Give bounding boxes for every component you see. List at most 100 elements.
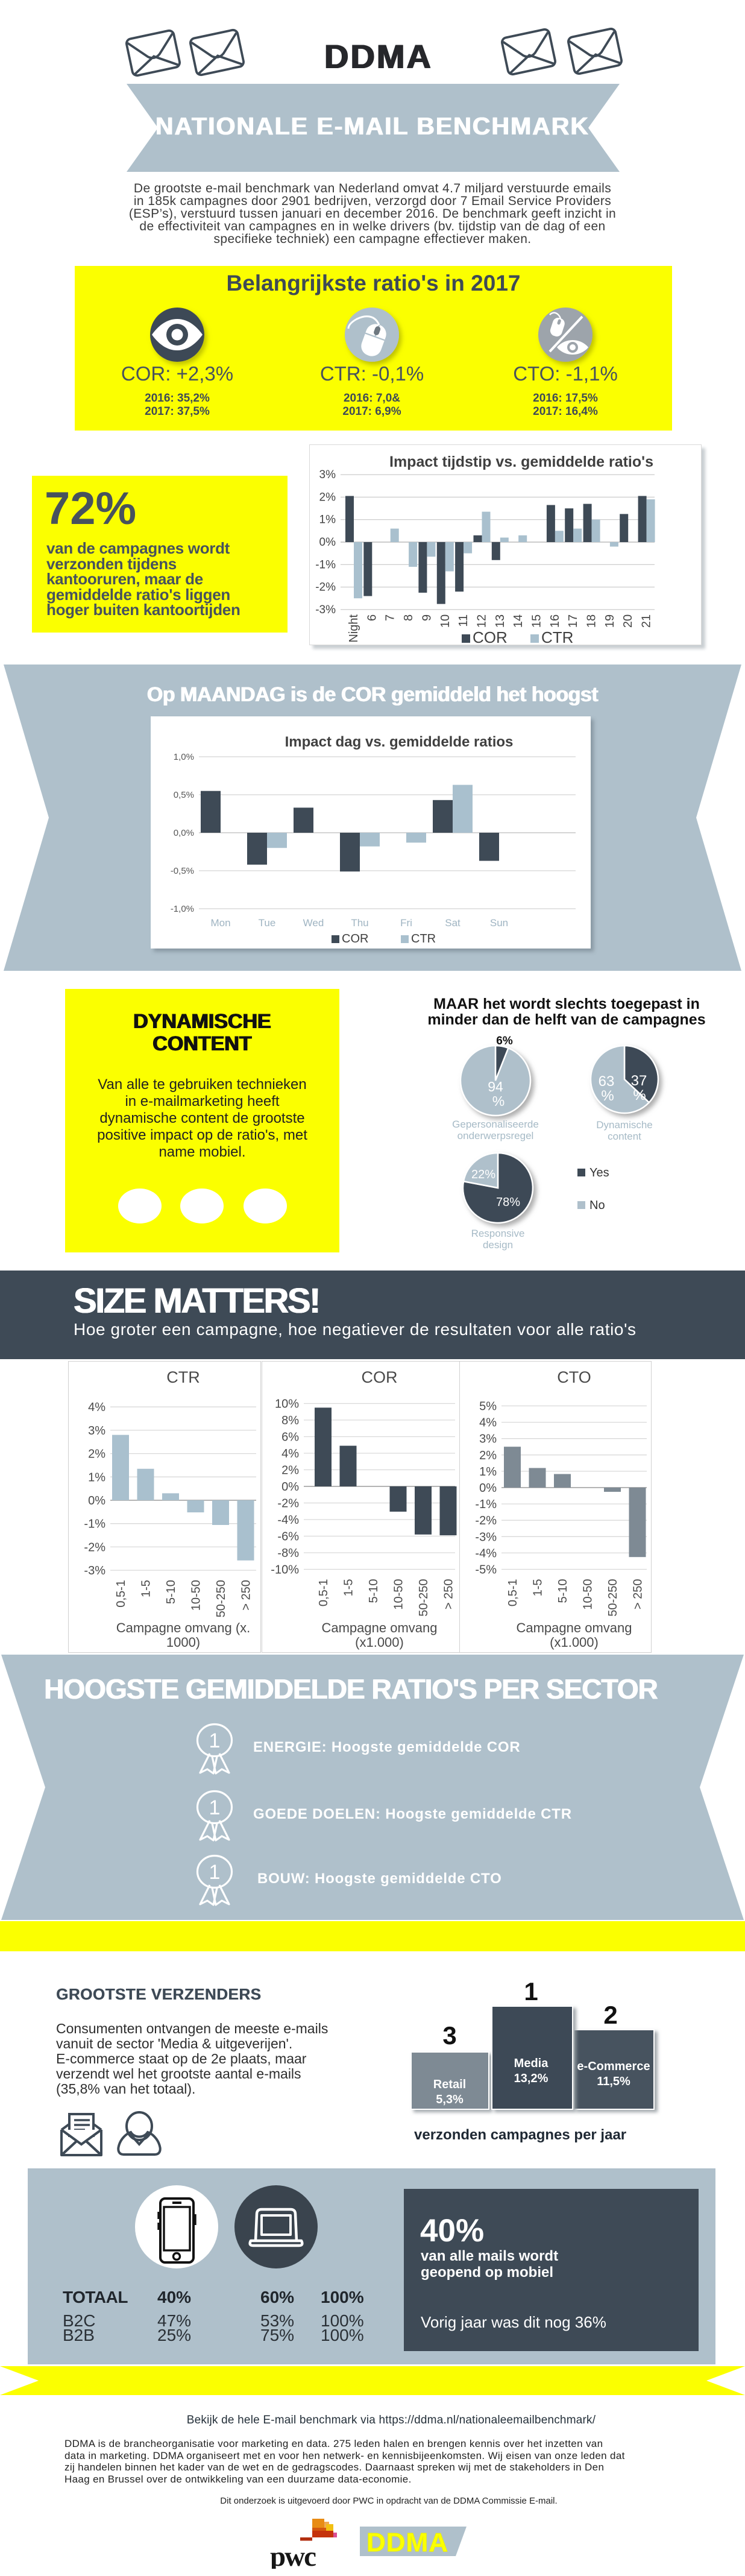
svg-text:-3%: -3% — [84, 1564, 105, 1577]
svg-text:5-10: 5-10 — [556, 1579, 570, 1603]
svg-text:1%: 1% — [88, 1471, 105, 1484]
svg-text:-2%: -2% — [315, 581, 336, 594]
svg-text:1%: 1% — [319, 514, 336, 526]
svg-text:12: 12 — [476, 614, 489, 628]
svg-text:-6%: -6% — [277, 1530, 299, 1544]
svg-text:Tue: Tue — [259, 917, 276, 929]
svg-text:0,5%: 0,5% — [174, 790, 194, 800]
svg-text:21: 21 — [640, 614, 653, 628]
svg-text:Impact dag vs. gemiddelde rati: Impact dag vs. gemiddelde ratios — [285, 734, 514, 750]
svg-text:6: 6 — [365, 614, 379, 621]
svg-text:15: 15 — [530, 614, 544, 628]
svg-text:13,2%: 13,2% — [514, 2072, 549, 2085]
svg-text:-3%: -3% — [475, 1530, 497, 1544]
svg-text:BOUW: Hoogste gemiddelde CTO: BOUW: Hoogste gemiddelde CTO — [257, 1870, 502, 1887]
svg-text:Gepersonaliseerde: Gepersonaliseerde — [452, 1119, 539, 1130]
svg-text:-4%: -4% — [475, 1547, 497, 1560]
svg-text:Mon: Mon — [210, 917, 230, 929]
svg-text:Campagne omvang: Campagne omvang — [516, 1620, 632, 1635]
svg-text:Thu: Thu — [351, 917, 368, 929]
svg-text:6%: 6% — [496, 1035, 513, 1047]
svg-text:pwc: pwc — [270, 2541, 316, 2569]
svg-text:4%: 4% — [88, 1401, 105, 1414]
svg-text:3: 3 — [442, 2021, 456, 2050]
svg-text:5-10: 5-10 — [367, 1579, 380, 1603]
svg-text:19: 19 — [603, 614, 617, 628]
svg-text:50-250: 50-250 — [606, 1579, 620, 1617]
svg-text:0,0%: 0,0% — [174, 828, 194, 838]
svg-text:Campagne omvang: Campagne omvang — [321, 1620, 437, 1635]
svg-text:18: 18 — [585, 614, 599, 628]
svg-text:%: % — [601, 1088, 614, 1104]
svg-text:5-10: 5-10 — [165, 1580, 178, 1604]
svg-text:Impact tijdstip vs. gemiddelde: Impact tijdstip vs. gemiddelde ratio's — [389, 453, 653, 470]
svg-text:63: 63 — [599, 1073, 615, 1090]
svg-text:> 250: > 250 — [442, 1579, 456, 1610]
svg-text:-1%: -1% — [315, 558, 336, 571]
svg-text:-3%: -3% — [315, 604, 336, 616]
svg-text:11: 11 — [457, 614, 470, 627]
svg-text:-0,5%: -0,5% — [171, 866, 194, 876]
svg-text:20: 20 — [621, 614, 635, 628]
svg-text:1000): 1000) — [166, 1635, 200, 1650]
svg-text:1: 1 — [524, 1977, 538, 2006]
svg-text:3%: 3% — [88, 1424, 105, 1438]
svg-text:2: 2 — [603, 2001, 617, 2029]
svg-text:0%: 0% — [88, 1494, 105, 1507]
svg-text:design: design — [483, 1239, 513, 1251]
svg-text:-8%: -8% — [277, 1547, 299, 1560]
svg-text:10%: 10% — [275, 1398, 299, 1411]
svg-text:(x1.000): (x1.000) — [355, 1635, 404, 1650]
svg-text:-1%: -1% — [84, 1518, 105, 1531]
svg-text:1: 1 — [209, 1796, 221, 1819]
svg-text:Retail: Retail — [433, 2078, 466, 2091]
svg-text:17: 17 — [567, 614, 580, 628]
svg-text:14: 14 — [512, 614, 525, 628]
svg-text:verzonden campagnes per jaar: verzonden campagnes per jaar — [414, 2127, 626, 2143]
svg-text:11,5%: 11,5% — [597, 2075, 630, 2088]
svg-text:2%: 2% — [88, 1448, 105, 1461]
svg-text:Fri: Fri — [400, 917, 412, 929]
svg-text:-5%: -5% — [475, 1564, 497, 1577]
svg-text:1: 1 — [209, 1729, 221, 1752]
svg-text:4%: 4% — [281, 1447, 299, 1460]
svg-text:DDMA: DDMA — [366, 2528, 448, 2557]
svg-text:-1%: -1% — [475, 1498, 497, 1511]
svg-text:0%: 0% — [281, 1480, 299, 1494]
svg-text:Wed: Wed — [303, 917, 324, 929]
svg-text:> 250: > 250 — [240, 1580, 253, 1611]
svg-text:0%: 0% — [319, 536, 336, 549]
svg-text:2%: 2% — [319, 491, 336, 504]
svg-text:2%: 2% — [479, 1449, 497, 1462]
svg-text:22%: 22% — [471, 1168, 495, 1181]
svg-text:Responsive: Responsive — [471, 1228, 525, 1239]
svg-text:50-250: 50-250 — [215, 1580, 228, 1617]
svg-text:7: 7 — [384, 614, 397, 621]
svg-text:-2%: -2% — [277, 1497, 299, 1511]
svg-text:10-50: 10-50 — [190, 1580, 203, 1611]
svg-text:No: No — [589, 1199, 605, 1212]
svg-text:3%: 3% — [319, 469, 336, 481]
svg-text:-10%: -10% — [271, 1564, 299, 1577]
svg-text:-2%: -2% — [475, 1514, 497, 1527]
svg-text:> 250: > 250 — [632, 1579, 645, 1610]
svg-text:2%: 2% — [281, 1464, 299, 1477]
svg-text:Night: Night — [347, 614, 360, 642]
svg-text:16: 16 — [549, 614, 562, 628]
svg-text:content: content — [608, 1131, 641, 1142]
svg-text:CTO: CTO — [557, 1368, 591, 1386]
svg-text:13: 13 — [494, 614, 507, 628]
svg-text:1: 1 — [209, 1861, 221, 1884]
svg-text:Media: Media — [514, 2057, 549, 2070]
svg-text:8: 8 — [402, 614, 415, 621]
svg-text:%: % — [492, 1093, 505, 1109]
svg-text:CTR: CTR — [541, 628, 573, 645]
svg-text:onderwerpsregel: onderwerpsregel — [457, 1130, 534, 1141]
svg-text:10-50: 10-50 — [392, 1579, 406, 1610]
svg-text:5,3%: 5,3% — [436, 2093, 464, 2106]
svg-text:50-250: 50-250 — [417, 1579, 430, 1617]
svg-text:1-5: 1-5 — [532, 1579, 545, 1597]
svg-text:-2%: -2% — [84, 1541, 105, 1554]
svg-text:-1,0%: -1,0% — [171, 904, 194, 914]
svg-text:94: 94 — [488, 1079, 503, 1094]
